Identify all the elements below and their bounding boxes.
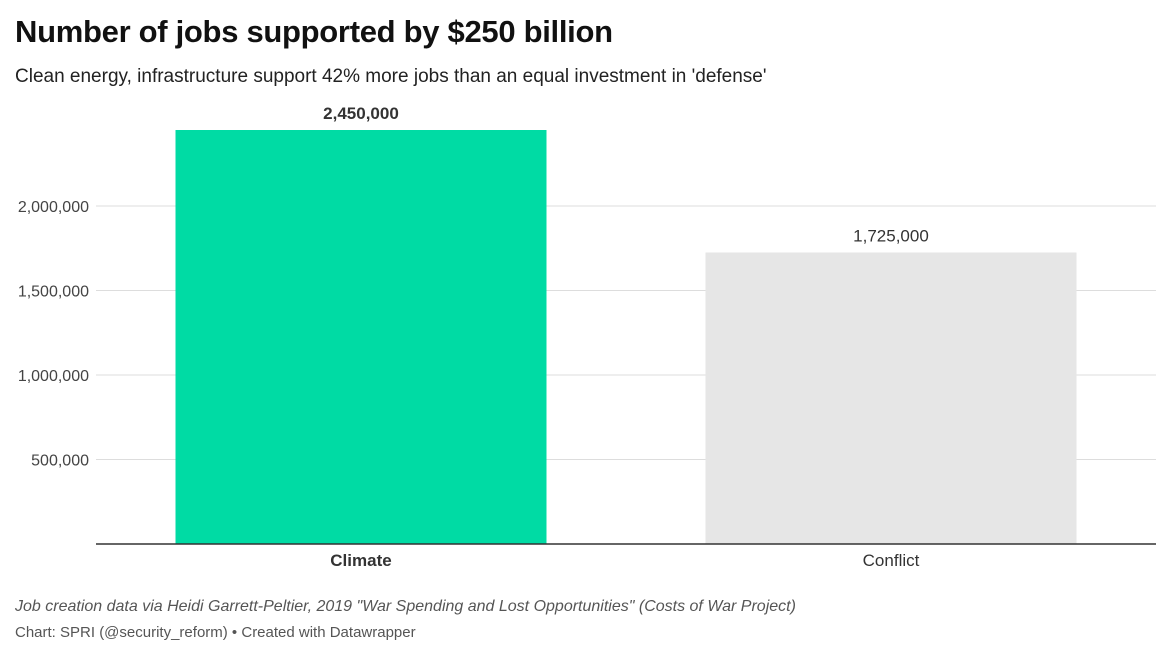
bar-chart: 500,000 1,000,000 1,500,000 2,000,000 2,450,…	[18, 104, 1156, 570]
data-label: 1,725,000	[853, 227, 929, 246]
y-tick-label: 500,000	[31, 453, 89, 470]
category-label: Conflict	[863, 551, 920, 570]
category-label: Climate	[330, 551, 391, 570]
byline: Chart: SPRI (@security_reform) • Created…	[15, 624, 416, 641]
y-tick-label: 1,500,000	[18, 284, 89, 301]
chart-subtitle: Clean energy, infrastructure support 42%…	[15, 66, 767, 87]
bars	[175, 130, 1077, 545]
y-tick-label: 2,000,000	[18, 199, 89, 216]
labels: 500,000 1,000,000 1,500,000 2,000,000 2,450,…	[18, 104, 929, 570]
source-note: Job creation data via Heidi Garrett-Pelt…	[15, 598, 796, 615]
bar-climate	[175, 130, 547, 544]
chart-title: Number of jobs supported by $250 billion	[15, 14, 613, 49]
data-label: 2,450,000	[323, 104, 399, 123]
bar-conflict	[705, 252, 1077, 545]
y-tick-label: 1,000,000	[18, 368, 89, 385]
